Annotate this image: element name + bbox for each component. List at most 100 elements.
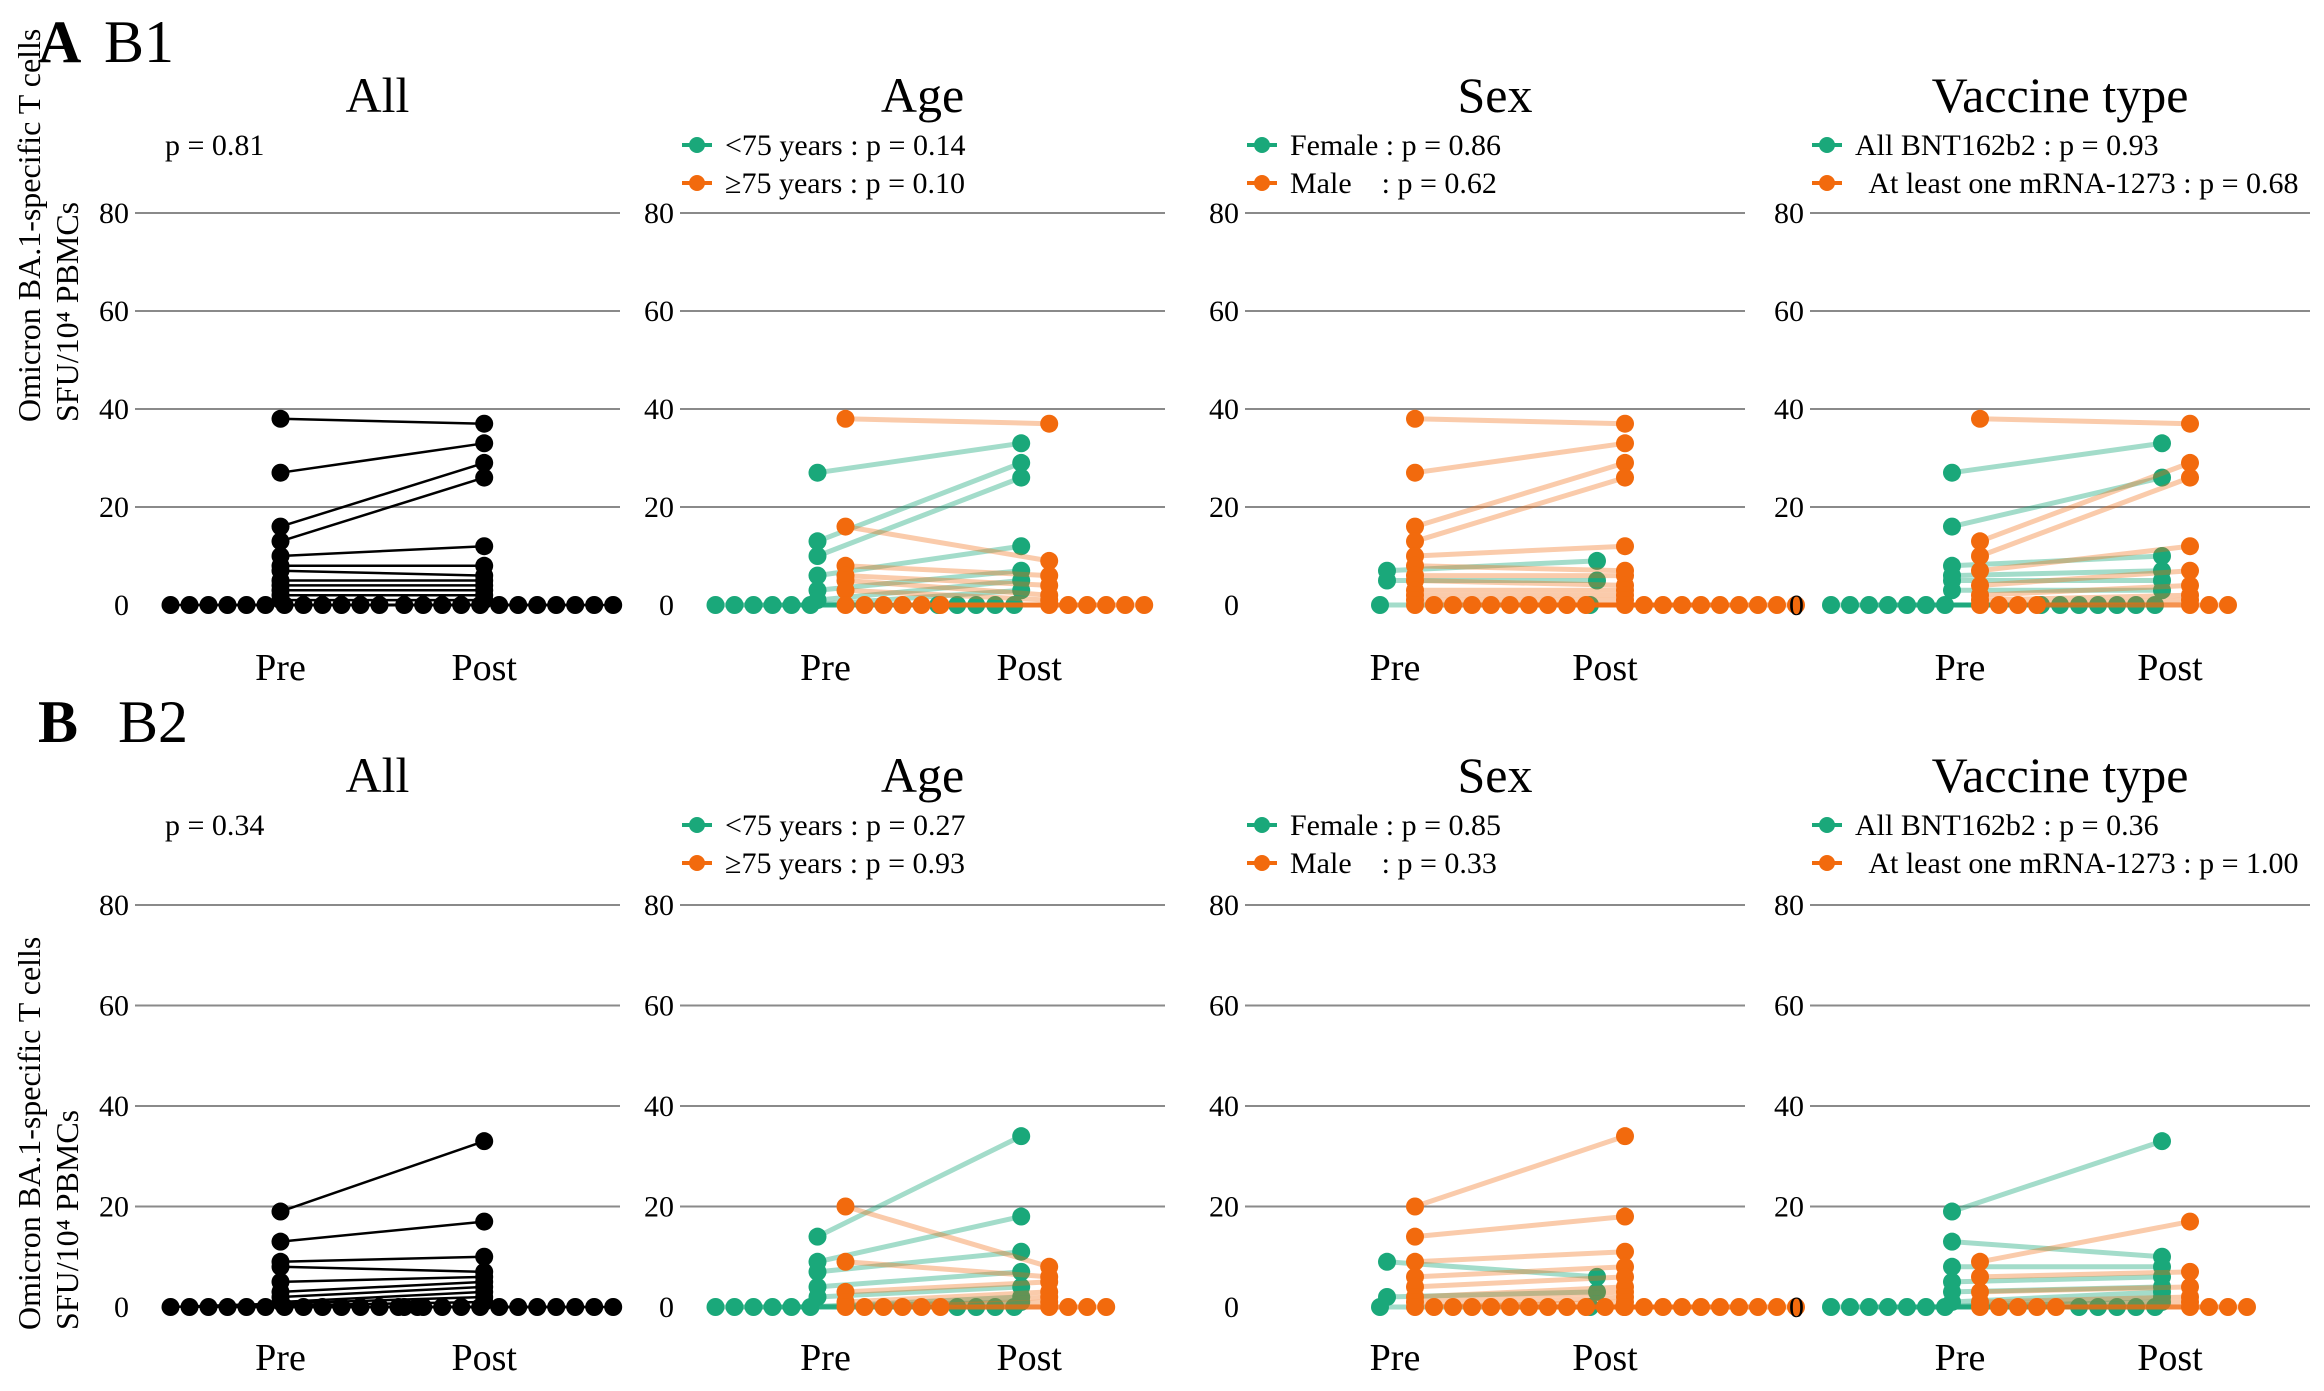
point-pre-green: [1943, 581, 1961, 600]
point-pre-green: [1943, 1257, 1961, 1276]
y-tick-label: 80: [99, 889, 129, 922]
y-tick-label: 0: [659, 1291, 674, 1324]
point-pre-green: [1860, 596, 1878, 614]
legend-entry: p = 0.81: [165, 129, 264, 162]
point-post-black: [490, 1298, 509, 1316]
chart-title: Vaccine type: [1932, 67, 2189, 123]
pair-line-green: [816, 1133, 1023, 1239]
pair-line-orange: [1979, 1269, 2191, 1280]
y-tick-label: 80: [1209, 889, 1239, 922]
point-pre-orange: [1425, 596, 1443, 614]
point-post-green: [1588, 571, 1606, 590]
point-pre-orange: [1406, 1197, 1424, 1216]
point-pre-green: [706, 596, 725, 614]
y-tick-label: 20: [1209, 491, 1239, 524]
panel-letter-b: B: [38, 689, 78, 755]
point-pre-orange: [855, 596, 874, 614]
point-post-black: [471, 1298, 490, 1316]
legend-entry: ≥75 years : p = 0.93: [725, 847, 965, 880]
y-tick-label: 0: [1224, 1291, 1239, 1324]
x-category-label: Pre: [1370, 647, 1421, 689]
pair-line-black: [280, 461, 485, 528]
point-post-orange: [1135, 596, 1154, 614]
point-post-green: [2127, 596, 2145, 614]
y-tick-label: 80: [99, 197, 129, 230]
point-pre-orange: [1539, 1298, 1557, 1316]
point-pre-green: [1378, 1252, 1396, 1271]
point-post-black: [585, 1298, 604, 1316]
x-category-label: Pre: [1935, 1337, 1986, 1379]
pair-line-orange: [1979, 475, 2191, 559]
point-pre-green: [801, 1298, 820, 1316]
point-post-black: [475, 453, 494, 472]
point-pre-orange: [1482, 596, 1500, 614]
point-pre-green: [744, 596, 763, 614]
y-tick-label: 60: [99, 295, 129, 328]
point-pre-green: [782, 1298, 801, 1316]
point-post-orange: [2200, 596, 2218, 614]
pair-line-black: [280, 476, 485, 543]
point-pre-orange: [855, 1298, 874, 1316]
point-pre-green: [1943, 1202, 1961, 1221]
point-post-orange: [1097, 1298, 1116, 1316]
point-pre-orange: [836, 1298, 855, 1316]
point-pre-black: [218, 596, 237, 614]
point-pre-orange: [836, 596, 855, 614]
x-category-label: Pre: [1370, 1337, 1421, 1379]
pair-line-orange: [1414, 578, 1626, 588]
point-pre-orange: [1444, 596, 1462, 614]
point-post-black: [509, 596, 528, 614]
point-pre-orange: [1971, 561, 1989, 580]
point-pre-orange: [1406, 596, 1424, 614]
pair-line-orange: [1414, 460, 1626, 529]
point-post-orange: [2219, 1298, 2237, 1316]
panel-sublabel-b2: B2: [118, 689, 188, 755]
y-tick-label: 20: [99, 491, 129, 524]
x-category-label: Post: [451, 1337, 517, 1379]
chart-title: Sex: [1458, 67, 1533, 123]
y-tick-label: 20: [644, 1191, 674, 1224]
point-post-orange: [2200, 1298, 2218, 1316]
chart-panel-b2-age: Age <75 years : p = 0.27 ≥75 years : p = 0…: [644, 747, 1165, 1379]
point-post-orange: [1616, 468, 1634, 487]
point-pre-orange: [1463, 1298, 1481, 1316]
legend-marker-orange: [1819, 175, 1835, 191]
point-pre-green: [1898, 1298, 1916, 1316]
point-pre-green: [725, 1298, 744, 1316]
pair-line-orange: [1414, 440, 1626, 476]
point-post-orange: [1654, 1298, 1672, 1316]
point-pre-orange: [1990, 596, 2008, 614]
legend-marker-orange: [1254, 855, 1270, 871]
y-tick-label: 60: [644, 295, 674, 328]
legend-marker-green: [1819, 137, 1835, 153]
y-tick-label: 0: [659, 589, 674, 622]
point-pre-orange: [1971, 1267, 1989, 1286]
pair-line-orange: [1414, 1133, 1626, 1209]
pair-line-orange: [845, 416, 1050, 427]
point-post-black: [471, 596, 490, 614]
pair-line-orange: [845, 578, 1050, 598]
point-post-green: [986, 596, 1005, 614]
y-tick-label: 80: [644, 889, 674, 922]
point-post-green: [2108, 1298, 2126, 1316]
y-tick-label: 20: [644, 491, 674, 524]
point-post-black: [604, 596, 623, 614]
pair-line-orange: [1979, 1219, 2191, 1265]
point-pre-green: [808, 1262, 827, 1281]
point-pre-black: [370, 1298, 389, 1316]
pair-line-orange: [1979, 1284, 2191, 1295]
point-pre-orange: [1577, 596, 1595, 614]
point-pre-green: [808, 547, 827, 565]
point-post-orange: [1654, 596, 1672, 614]
point-post-black: [547, 1298, 566, 1316]
legend-entry: At least one mRNA-1273 : p = 0.68: [1855, 167, 2299, 200]
point-post-green: [1588, 1267, 1606, 1286]
point-pre-orange: [874, 1298, 893, 1316]
point-pre-black: [332, 1298, 351, 1316]
point-pre-orange: [2009, 1298, 2027, 1316]
point-pre-orange: [1539, 596, 1557, 614]
point-pre-orange: [1971, 547, 1989, 565]
point-pre-orange: [1596, 1298, 1614, 1316]
point-pre-orange: [1971, 596, 1989, 614]
x-category-label: Post: [451, 647, 517, 689]
